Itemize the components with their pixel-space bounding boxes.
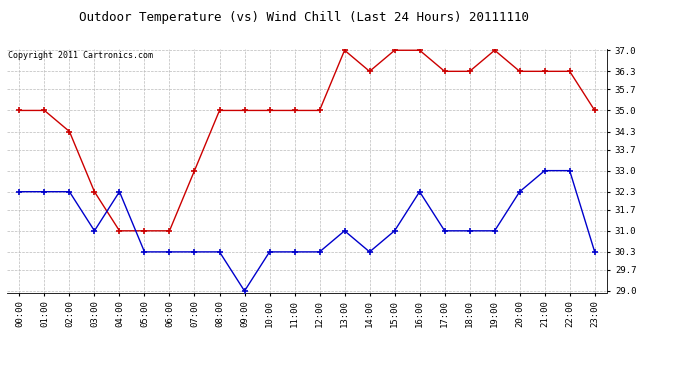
Text: Outdoor Temperature (vs) Wind Chill (Last 24 Hours) 20111110: Outdoor Temperature (vs) Wind Chill (Las… [79, 11, 529, 24]
Text: Copyright 2011 Cartronics.com: Copyright 2011 Cartronics.com [8, 51, 153, 60]
